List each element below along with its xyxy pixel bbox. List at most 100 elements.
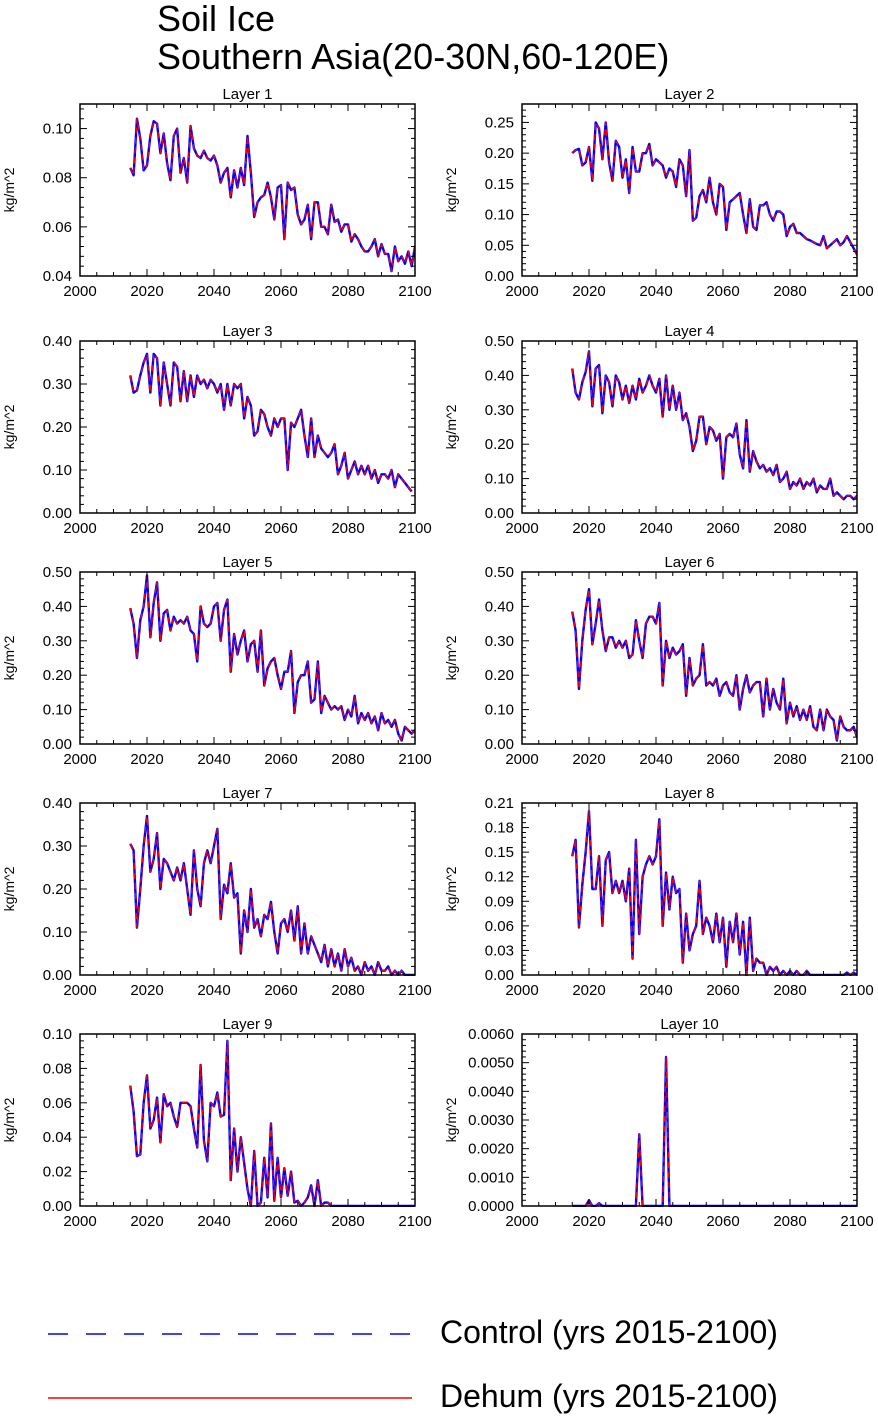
x-tick-label: 2060 (264, 283, 297, 300)
x-tick-label: 2020 (572, 520, 605, 537)
panel-layer-6: Layer 6 kg/m^2 2000 2020 2040 2060 2080 2100 0.0… (443, 554, 874, 768)
y-tick-label: 0.0010 (468, 1169, 514, 1186)
series-dehum-line (571, 810, 857, 976)
x-tick-label: 2000 (505, 520, 538, 537)
y-tick-label: 0.30 (43, 376, 72, 393)
x-tick-label: 2100 (840, 982, 873, 999)
x-tick-label: 2100 (840, 751, 873, 768)
y-tick-label: 0.20 (485, 145, 514, 162)
panel-title: Layer 3 (222, 323, 272, 340)
x-tick-label: 2020 (130, 751, 163, 768)
x-tick-label: 2100 (840, 283, 873, 300)
x-tick-label: 2100 (398, 1213, 431, 1230)
y-tick-label: 0.40 (485, 598, 514, 615)
x-tick-label: 2000 (63, 751, 96, 768)
panel-layer-4: Layer 4 kg/m^2 2000 2020 2040 2060 2080 2100 0.0… (443, 323, 874, 537)
y-tick-label: 0.40 (43, 333, 72, 350)
y-tick-label: 0.18 (485, 820, 514, 837)
y-axis-label: kg/m^2 (443, 1097, 459, 1142)
y-tick-label: 0.15 (485, 176, 514, 193)
x-tick-label: 2020 (572, 751, 605, 768)
x-tick-label: 2000 (505, 1213, 538, 1230)
x-tick-label: 2080 (331, 283, 364, 300)
x-tick-label: 2000 (63, 982, 96, 999)
y-tick-label: 0.25 (485, 114, 514, 131)
x-tick-label: 2040 (639, 751, 672, 768)
panel-layer-9: Layer 9 kg/m^2 2000 2020 2040 2060 2080 2100 0.0… (1, 1016, 432, 1230)
series-control-line (571, 350, 857, 501)
x-tick-label: 2040 (197, 520, 230, 537)
x-tick-label: 2060 (264, 982, 297, 999)
x-tick-label: 2040 (639, 1213, 672, 1230)
y-tick-label: 0.03 (485, 942, 514, 959)
x-tick-label: 2020 (572, 982, 605, 999)
panel-title: Layer 10 (660, 1016, 718, 1033)
main-title-line-1: Soil Ice (157, 0, 276, 39)
x-tick-label: 2020 (130, 520, 163, 537)
y-tick-label: 0.00 (485, 967, 514, 984)
panel-title: Layer 8 (664, 785, 714, 802)
y-tick-label: 0.30 (43, 838, 72, 855)
y-axis-label: kg/m^2 (443, 635, 459, 680)
x-tick-label: 2000 (63, 283, 96, 300)
y-axis-label: kg/m^2 (1, 1097, 17, 1142)
panel-layer-5: Layer 5 kg/m^2 2000 2020 2040 2060 2080 2100 0.0… (1, 554, 432, 768)
legend-label-control: Control (yrs 2015-2100) (440, 1314, 778, 1350)
series-control-line (129, 1039, 415, 1207)
y-tick-label: 0.02 (43, 1164, 72, 1181)
plot-frame (521, 103, 858, 277)
series-control-line (129, 352, 413, 493)
x-tick-label: 2100 (398, 520, 431, 537)
x-tick-label: 2060 (706, 1213, 739, 1230)
y-tick-label: 0.00 (43, 1198, 72, 1215)
main-title-line-2: Southern Asia(20-30N,60-120E) (157, 36, 670, 77)
series-dehum-line (572, 1056, 857, 1207)
x-tick-label: 2000 (63, 520, 96, 537)
panel-title: Layer 1 (222, 86, 272, 103)
series-dehum-line (571, 588, 857, 742)
series-control-line (129, 814, 415, 976)
panel-layer-2: Layer 2 kg/m^2 2000 2020 2040 2060 2080 2100 0.0… (443, 86, 874, 300)
x-tick-label: 2100 (398, 283, 431, 300)
x-tick-label: 2060 (706, 283, 739, 300)
series-dehum-line (129, 815, 415, 976)
y-tick-label: 0.00 (485, 268, 514, 285)
series-control-line (571, 809, 857, 976)
y-tick-label: 0.20 (43, 667, 72, 684)
y-axis-label: kg/m^2 (443, 404, 459, 449)
x-tick-label: 2080 (773, 751, 806, 768)
plot-frame (79, 802, 416, 976)
x-tick-label: 2080 (331, 982, 364, 999)
y-tick-label: 0.0040 (468, 1083, 514, 1100)
x-tick-label: 2060 (264, 520, 297, 537)
panel-layer-10: Layer 10 kg/m^2 2000 2020 2040 2060 2080 2100 0.… (443, 1016, 874, 1230)
y-axis-label: kg/m^2 (443, 167, 459, 212)
panel-layer-8: Layer 8 kg/m^2 2000 2020 2040 2060 2080 2100 0.0… (443, 785, 874, 999)
x-tick-label: 2080 (773, 1213, 806, 1230)
y-tick-label: 0.40 (43, 795, 72, 812)
y-tick-label: 0.20 (485, 667, 514, 684)
y-tick-label: 0.20 (43, 881, 72, 898)
y-tick-label: 0.10 (43, 702, 72, 719)
x-tick-label: 2060 (706, 751, 739, 768)
x-tick-label: 2040 (197, 751, 230, 768)
y-tick-label: 0.10 (485, 471, 514, 488)
legend (48, 1333, 412, 1399)
y-tick-label: 0.50 (43, 564, 72, 581)
x-tick-label: 2100 (398, 751, 431, 768)
y-tick-label: 0.10 (485, 207, 514, 224)
y-tick-label: 0.20 (43, 419, 72, 436)
y-tick-label: 0.15 (485, 844, 514, 861)
y-tick-label: 0.50 (485, 564, 514, 581)
y-tick-label: 0.00 (43, 736, 72, 753)
x-tick-label: 2100 (398, 982, 431, 999)
x-tick-label: 2040 (639, 982, 672, 999)
series-control-line (571, 588, 857, 742)
y-tick-label: 0.20 (485, 436, 514, 453)
x-tick-label: 2080 (331, 751, 364, 768)
y-tick-label: 0.0030 (468, 1112, 514, 1129)
panel-layer-7: Layer 7 kg/m^2 2000 2020 2040 2060 2080 2100 0.0… (1, 785, 432, 999)
y-tick-label: 0.10 (43, 462, 72, 479)
x-tick-label: 2040 (197, 283, 230, 300)
x-tick-label: 2020 (572, 1213, 605, 1230)
